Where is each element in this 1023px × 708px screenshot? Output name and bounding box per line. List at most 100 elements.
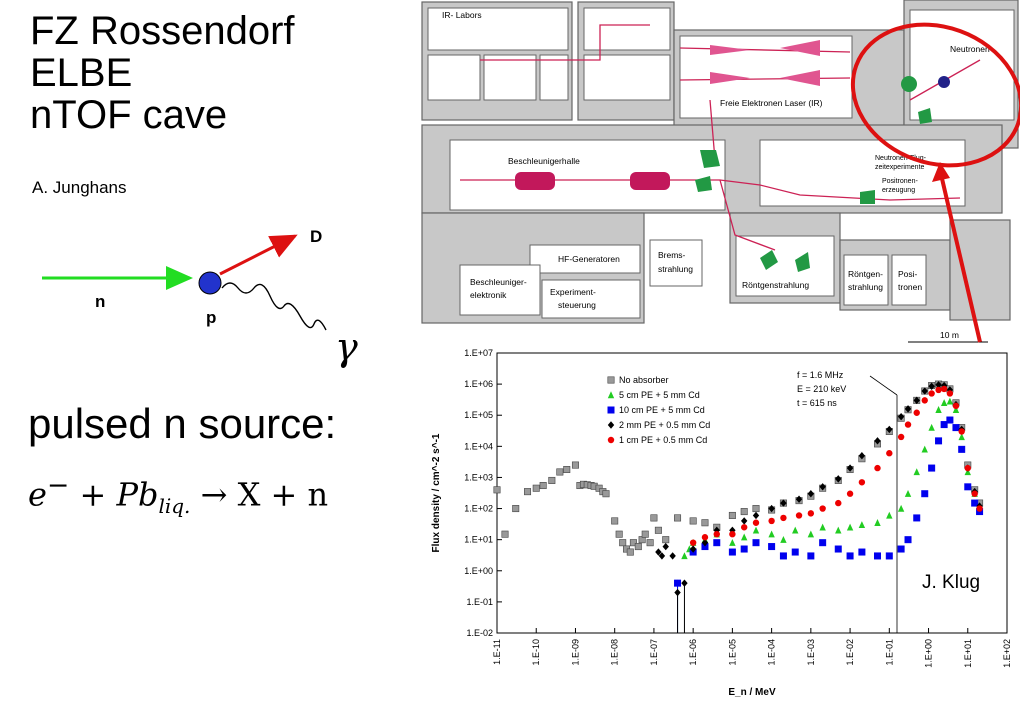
data-point <box>752 505 760 513</box>
data-point <box>689 517 697 525</box>
data-point <box>634 543 642 551</box>
data-point <box>846 523 854 531</box>
data-point <box>886 511 893 519</box>
highlight-arrow <box>938 169 982 343</box>
author: A. Junghans <box>32 178 127 197</box>
beamlines <box>460 24 981 251</box>
legend-entry: 10 cm PE + 5 mm Cd <box>619 405 705 415</box>
data-point <box>768 504 775 513</box>
accelerator-components <box>515 40 950 272</box>
annotation-line-3: t = 615 ns <box>797 398 837 408</box>
data-point <box>904 405 912 413</box>
data-point <box>976 505 983 512</box>
data-point <box>935 381 942 389</box>
data-point <box>701 519 709 527</box>
title-line-3: nTOF cave <box>30 93 228 137</box>
y-tick-label: 1.E-02 <box>466 628 493 638</box>
data-point <box>897 504 905 512</box>
data-point <box>874 464 881 472</box>
data-point <box>858 548 866 556</box>
y-tick-label: 1.E+05 <box>464 410 493 420</box>
data-point <box>958 433 965 441</box>
data-point <box>886 450 893 457</box>
data-point <box>904 421 912 428</box>
gamma-wave <box>221 282 327 331</box>
data-point <box>729 530 736 538</box>
data-point <box>940 385 948 393</box>
chart-axes: 1.E-02 1.E-01 1.E+00 1.E+01 1.E+02 1.E+03 1.E+… <box>431 348 1012 698</box>
data-point <box>958 428 965 435</box>
y-tick-label: 1.E+04 <box>464 441 493 451</box>
svg-text:Röntgenstrahlung: Röntgenstrahlung <box>742 280 809 290</box>
y-tick-label: 1.E-01 <box>466 597 493 607</box>
credit: J. Klug <box>922 572 981 593</box>
data-point <box>913 514 921 522</box>
data-point <box>791 548 799 556</box>
data-point <box>556 468 564 476</box>
data-point <box>834 545 842 553</box>
svg-text:zeitexperimente: zeitexperimente <box>875 164 925 171</box>
data-point <box>807 552 815 560</box>
data-point <box>921 490 929 498</box>
x-tick-label: 1.E+02 <box>1002 639 1012 668</box>
data-point <box>935 437 943 445</box>
chart-points <box>493 380 984 633</box>
data-point <box>940 421 948 429</box>
x-tick-label: 1.E-10 <box>531 639 541 666</box>
data-point <box>611 517 619 525</box>
data-point <box>940 399 948 407</box>
svg-text:Experiment-: Experiment- <box>550 287 596 297</box>
data-point <box>971 490 978 497</box>
svg-text:Röntgen-: Röntgen- <box>848 269 883 279</box>
data-point <box>768 530 775 538</box>
reaction-diagram: n p D γ <box>42 227 358 369</box>
y-tick-label: 1.E+01 <box>464 535 493 545</box>
x-tick-label: 1.E-02 <box>845 639 855 666</box>
legend-marker <box>607 391 615 399</box>
data-point <box>913 409 920 416</box>
label-d: D <box>310 227 322 246</box>
data-point <box>563 466 571 474</box>
annotation-line-2: E = 210 keV <box>797 384 846 394</box>
data-point <box>780 535 787 543</box>
y-tick-label: 1.E+03 <box>464 472 493 482</box>
data-point <box>928 464 936 472</box>
data-point <box>701 534 709 541</box>
svg-text:strahlung: strahlung <box>848 282 883 292</box>
data-point <box>752 511 760 520</box>
x-tick-label: 1.E+01 <box>963 639 973 668</box>
x-tick-label: 1.E-04 <box>767 639 777 666</box>
reaction-formula: e− + Pbliq. → X + n <box>28 470 329 519</box>
data-point <box>701 538 709 547</box>
svg-text:10 m: 10 m <box>940 330 959 340</box>
y-axis-label: Flux density / cm^-2 s^-1 <box>431 433 442 552</box>
data-point <box>946 397 954 405</box>
data-point <box>493 486 501 494</box>
data-point <box>940 381 948 390</box>
data-point <box>752 539 760 547</box>
floor-plan-labels: IR- Labors Neutronen Freie Elektronen La… <box>442 10 990 340</box>
data-point <box>674 579 682 587</box>
data-point <box>532 484 540 492</box>
svg-text:Beschleuniger-: Beschleuniger- <box>470 277 527 287</box>
svg-text:erzeugung: erzeugung <box>882 187 915 194</box>
page-title: FZ Rossendorf ELBE nTOF cave <box>30 10 295 136</box>
data-point <box>846 490 854 497</box>
svg-text:Neutronen-Flug-: Neutronen-Flug- <box>875 155 927 162</box>
legend-marker <box>607 406 615 414</box>
data-point <box>928 382 935 391</box>
data-point <box>615 530 623 538</box>
legend-entry: 1 cm PE + 0.5 mm Cd <box>619 435 707 445</box>
data-point <box>674 588 681 597</box>
data-point <box>819 539 827 547</box>
svg-text:steuerung: steuerung <box>558 300 596 310</box>
data-point <box>897 412 905 421</box>
annotation-pointer <box>869 375 898 396</box>
svg-text:tronen: tronen <box>898 282 922 292</box>
data-point <box>539 482 547 490</box>
data-point <box>897 545 905 553</box>
svg-text:Brems-: Brems- <box>658 250 686 260</box>
data-point <box>662 536 670 544</box>
data-point <box>768 517 775 525</box>
data-point <box>935 406 942 413</box>
